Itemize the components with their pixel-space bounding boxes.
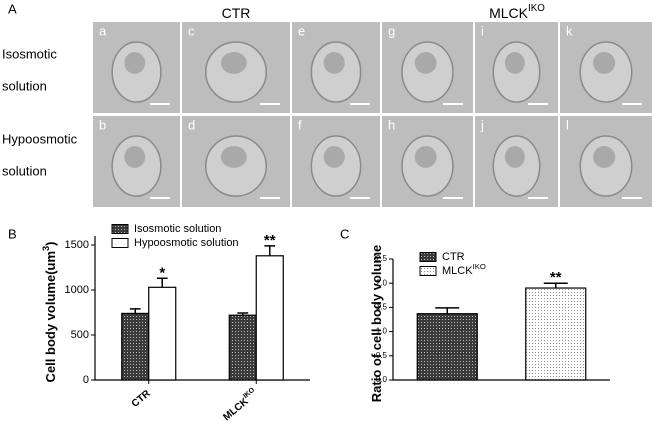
legend-label-sup: IKO — [473, 262, 486, 271]
y-tick-label: 0 — [83, 374, 89, 386]
bar — [228, 314, 257, 381]
y-tick-label: 1000 — [65, 284, 89, 296]
image-label: i — [481, 23, 484, 38]
image-label: j — [480, 117, 484, 132]
significance: ** — [550, 269, 562, 286]
panel-label: A — [8, 1, 17, 16]
panel-label: B — [8, 226, 17, 241]
x-tick-label: CTR — [130, 387, 153, 409]
cell-detail — [323, 146, 345, 168]
legend-label: Isosmotic solution — [134, 223, 221, 235]
x-tick-label: MLCKIKO — [220, 387, 260, 423]
group-title-text: CTR — [222, 5, 251, 21]
image-label: d — [188, 117, 195, 132]
cell-detail — [220, 52, 247, 74]
cell-detail — [414, 146, 437, 168]
legend-swatch — [111, 224, 129, 234]
error-bar — [156, 277, 168, 288]
y-axis-label-sup: 3 — [41, 246, 51, 251]
legend-label-text: Isosmotic solution — [134, 223, 221, 235]
group-title-text: MLCK — [489, 5, 529, 21]
image-label: l — [566, 117, 569, 132]
row-label: Hypoosmotic — [2, 131, 78, 146]
error-bar — [237, 312, 249, 316]
image-label: g — [388, 23, 395, 38]
legend-label-text: MLCK — [442, 265, 473, 277]
legend-label-text: Hypoosmotic solution — [134, 237, 239, 249]
image-label: e — [298, 23, 305, 38]
cell-detail — [414, 52, 437, 74]
y-tick-label: 1.5 — [376, 303, 388, 312]
bar — [525, 287, 587, 381]
x-tick-label-text: CTR — [130, 387, 153, 409]
error-bar — [543, 282, 568, 289]
row-label: solution — [2, 163, 47, 178]
bar — [416, 313, 478, 381]
cell-detail — [124, 52, 146, 74]
x-tick-label-sup: IKO — [242, 387, 256, 401]
y-axis-label-text: ) — [43, 242, 58, 246]
bar — [121, 312, 150, 381]
y-tick-label: 2.0 — [376, 278, 388, 287]
legend-swatch — [419, 266, 437, 276]
legend-label: CTR — [442, 251, 465, 263]
image-label: h — [388, 117, 395, 132]
y-tick-label: 2.5 — [376, 254, 388, 263]
row-label: solution — [2, 78, 47, 93]
image-label: c — [188, 23, 195, 38]
y-tick-label: 1.0 — [376, 327, 388, 336]
significance: ** — [264, 232, 276, 249]
image-label: k — [566, 23, 573, 38]
y-tick-label: 0.5 — [376, 351, 388, 360]
error-bar — [264, 245, 276, 256]
y-axis-label-text: Cell body volume(um — [43, 251, 58, 382]
cell-detail — [323, 52, 345, 74]
bar — [255, 255, 284, 381]
cell-detail — [124, 146, 146, 168]
row-label: Isosmotic — [2, 46, 57, 61]
significance: * — [159, 264, 165, 281]
y-axis-label-text: Ratio of cell body volume — [369, 245, 384, 402]
group-title: MLCKIKO — [489, 3, 545, 21]
error-bar — [435, 307, 460, 314]
legend-swatch — [111, 238, 129, 248]
cell-detail — [593, 52, 616, 74]
cell-detail — [504, 52, 525, 74]
cell-detail — [220, 146, 247, 168]
y-tick-label: 1500 — [65, 239, 89, 251]
y-axis-label: Cell body volume(um3) — [41, 242, 58, 383]
legend-swatch — [419, 252, 437, 262]
cell-detail — [504, 146, 525, 168]
legend-label-text: CTR — [442, 251, 465, 263]
y-tick-label: 0.0 — [376, 375, 388, 384]
group-title-sup: IKO — [528, 3, 545, 14]
y-tick-label: 500 — [71, 329, 89, 341]
bar — [148, 286, 177, 381]
error-bar — [129, 308, 141, 314]
cell-detail — [593, 146, 616, 168]
legend-label: MLCKIKO — [442, 262, 486, 277]
image-label: b — [99, 117, 106, 132]
legend-label: Hypoosmotic solution — [134, 237, 239, 249]
image-label: f — [298, 117, 302, 132]
panel-label: C — [340, 226, 349, 241]
y-axis-label: Ratio of cell body volume — [369, 245, 384, 402]
group-title: CTR — [222, 5, 251, 21]
image-label: a — [99, 23, 107, 38]
